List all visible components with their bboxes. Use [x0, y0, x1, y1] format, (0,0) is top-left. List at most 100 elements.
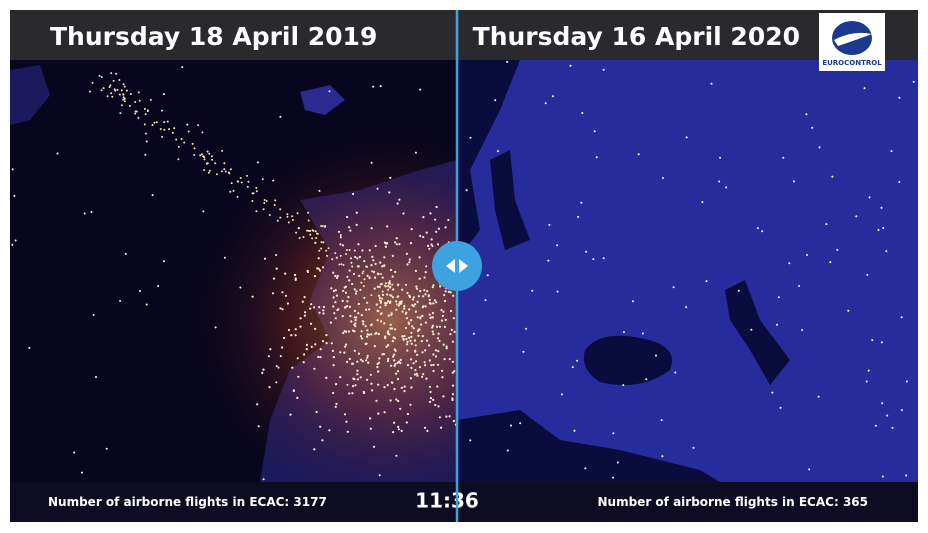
left-date: Thursday 18 April 2019: [50, 22, 377, 51]
flight-dot: [330, 342, 333, 345]
flight-dot: [423, 361, 426, 364]
flight-dot: [403, 305, 406, 308]
flight-dot: [263, 257, 267, 260]
flight-dot: [351, 265, 354, 268]
right-flights: Number of airborne flights in ECAC: 365: [598, 495, 868, 509]
flight-dot: [413, 373, 416, 376]
flight-dot: [119, 112, 122, 115]
flight-dot: [334, 274, 337, 278]
flight-dot: [151, 194, 154, 197]
flight-dot: [362, 285, 365, 288]
flight-dot: [710, 82, 713, 85]
flight-dot: [354, 255, 357, 259]
flight-dot: [380, 320, 383, 323]
flight-dot: [299, 325, 302, 328]
left-count: 3177: [293, 495, 326, 509]
flight-dot: [393, 359, 396, 362]
flight-dot: [422, 373, 425, 376]
flight-dot: [337, 230, 341, 233]
flight-dot: [319, 425, 322, 428]
flight-dot: [318, 306, 321, 309]
flight-dot: [404, 327, 407, 329]
flight-dot: [358, 274, 361, 277]
flight-dot: [431, 324, 434, 327]
flight-dot: [92, 313, 95, 316]
flight-dot: [426, 429, 429, 432]
flight-dot: [246, 174, 248, 177]
logo-text: EUROCONTROL: [822, 59, 882, 67]
flight-dot: [334, 252, 337, 255]
flight-dot: [442, 343, 445, 346]
flight-dot: [310, 345, 313, 348]
flight-dot: [302, 236, 305, 238]
flight-dot: [777, 296, 780, 299]
flight-dot: [123, 97, 126, 100]
flight-dot: [279, 216, 282, 219]
slider-handle[interactable]: [432, 241, 482, 291]
flight-dot: [403, 390, 406, 393]
flight-dot: [406, 263, 409, 266]
flight-dot: [356, 360, 359, 363]
flight-dot: [313, 367, 316, 370]
flight-dot: [424, 321, 427, 324]
flight-dot: [486, 274, 489, 277]
flight-dot: [197, 124, 200, 127]
handle-circle[interactable]: [432, 241, 482, 291]
flight-dot: [408, 336, 411, 339]
flight-dot: [362, 270, 365, 273]
handle-arrows[interactable]: [446, 259, 468, 273]
flight-dot: [335, 294, 338, 297]
flight-dot: [637, 153, 640, 156]
flight-dot: [436, 243, 440, 246]
flight-dot: [168, 128, 171, 131]
flight-dot: [206, 162, 209, 165]
flight-dot: [415, 287, 418, 290]
flight-dot: [380, 273, 382, 275]
flight-dot: [432, 398, 435, 401]
flight-dot: [262, 368, 265, 371]
flight-dot: [877, 229, 880, 231]
flight-dot: [376, 366, 379, 369]
flight-dot: [390, 312, 393, 315]
flight-dot: [871, 339, 874, 342]
flight-dot: [214, 326, 217, 329]
flight-dot: [106, 95, 109, 98]
flight-dot: [441, 376, 444, 379]
land: [457, 60, 918, 482]
flight-dot: [137, 91, 140, 94]
flight-dot: [366, 354, 369, 357]
flight-dot: [275, 365, 278, 368]
flight-dot: [346, 275, 349, 278]
flight-dot: [14, 239, 17, 242]
flight-dot: [171, 131, 174, 134]
flight-dot: [144, 153, 147, 156]
flight-dot: [912, 80, 915, 83]
flight-dot: [380, 312, 383, 315]
flight-dot: [325, 376, 328, 379]
flight-dot: [305, 348, 308, 351]
flight-dot: [437, 350, 440, 353]
flight-dot: [439, 285, 442, 288]
flight-dot: [357, 312, 360, 315]
flight-dot: [406, 364, 410, 367]
flight-dot: [398, 198, 401, 201]
flight-dot: [389, 399, 392, 402]
flight-dot: [401, 310, 404, 313]
flight-dot: [863, 87, 866, 90]
flight-dot: [251, 295, 254, 298]
flight-dot: [522, 350, 525, 353]
flight-dot: [346, 383, 349, 386]
flight-dot: [443, 299, 447, 303]
flight-dot: [400, 429, 403, 432]
flight-dot: [279, 115, 282, 118]
flight-dot: [371, 270, 374, 273]
flight-dot: [351, 282, 354, 286]
flight-dot: [313, 306, 316, 309]
flight-dot: [122, 96, 125, 99]
flight-dot: [771, 391, 774, 394]
flight-dot: [408, 258, 411, 261]
flight-dot: [290, 334, 293, 337]
flight-dot: [303, 296, 306, 299]
flight-dot: [317, 257, 320, 260]
flight-dot: [369, 417, 372, 420]
